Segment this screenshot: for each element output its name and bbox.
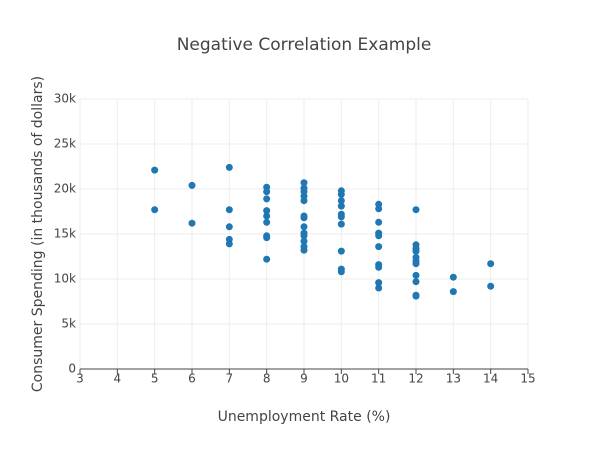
- y-tick-label: 25k: [54, 137, 76, 151]
- x-tick-label: 10: [334, 372, 349, 386]
- point: [300, 232, 308, 240]
- x-tick-label: 6: [188, 372, 196, 386]
- x-tick-label: 11: [371, 372, 386, 386]
- point: [151, 166, 159, 174]
- x-tick-label: 5: [151, 372, 159, 386]
- y-tick-label: 20k: [54, 182, 76, 196]
- point: [375, 263, 383, 271]
- point: [412, 292, 420, 300]
- point: [487, 260, 495, 268]
- x-tick-label: 12: [408, 372, 423, 386]
- point: [337, 268, 345, 276]
- point: [151, 206, 159, 214]
- point: [225, 223, 233, 231]
- point: [337, 220, 345, 228]
- point: [188, 219, 196, 227]
- point: [337, 197, 345, 205]
- x-tick-label: 14: [483, 372, 498, 386]
- y-tick-label: 30k: [54, 92, 76, 106]
- point: [375, 232, 383, 240]
- x-tick-label: 3: [76, 372, 84, 386]
- point: [225, 206, 233, 214]
- point: [263, 212, 271, 220]
- point: [263, 218, 271, 226]
- point: [225, 163, 233, 171]
- point: [412, 206, 420, 214]
- point: [375, 205, 383, 213]
- point: [263, 195, 271, 203]
- point: [263, 255, 271, 263]
- y-tick-label: 10k: [54, 272, 76, 286]
- chart-title: Negative Correlation Example: [177, 35, 432, 55]
- point: [375, 218, 383, 226]
- point: [225, 240, 233, 248]
- point: [337, 202, 345, 210]
- point: [412, 247, 420, 255]
- point: [487, 282, 495, 290]
- x-tick-label: 8: [263, 372, 271, 386]
- point: [337, 190, 345, 198]
- point: [449, 288, 457, 296]
- y-tick-label: 15k: [54, 227, 76, 241]
- point: [263, 234, 271, 242]
- point: [300, 246, 308, 254]
- point: [449, 273, 457, 281]
- point: [375, 279, 383, 287]
- y-axis-title: Consumer Spending (in thousands of dolla…: [30, 76, 46, 392]
- point: [300, 237, 308, 245]
- point: [337, 247, 345, 255]
- point: [188, 181, 196, 189]
- point: [263, 207, 271, 215]
- point: [412, 271, 420, 279]
- point: [412, 260, 420, 268]
- x-tick-label: 4: [114, 372, 122, 386]
- point: [375, 284, 383, 292]
- x-tick-label: 7: [226, 372, 234, 386]
- x-tick-label: 9: [300, 372, 308, 386]
- point: [300, 179, 308, 187]
- x-axis-title: Unemployment Rate (%): [218, 409, 391, 425]
- y-tick-label: 5k: [61, 317, 76, 331]
- point: [300, 197, 308, 205]
- y-tick-label: 0: [68, 362, 76, 376]
- x-tick-label: 13: [446, 372, 461, 386]
- point: [263, 188, 271, 196]
- point: [300, 214, 308, 222]
- point: [412, 278, 420, 286]
- x-tick-label: 15: [520, 372, 535, 386]
- point: [375, 243, 383, 251]
- point: [300, 223, 308, 231]
- point: [337, 213, 345, 221]
